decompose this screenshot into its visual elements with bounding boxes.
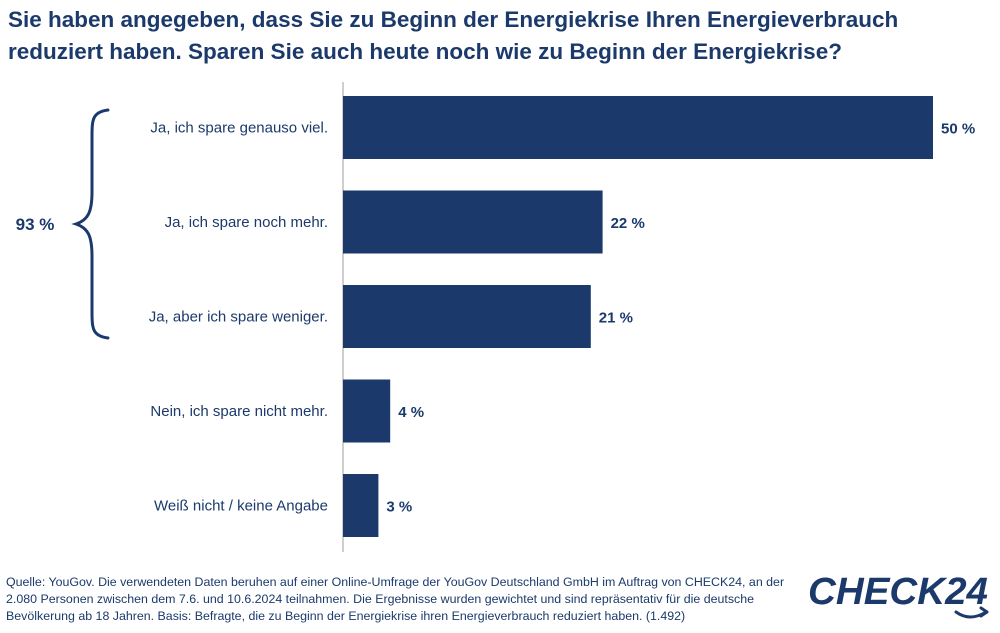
category-label-5: Weiß nicht / keine Angabe — [154, 498, 328, 515]
bar-chart: 93 % Ja, ich spare genauso viel. 50 %Ja, … — [16, 82, 975, 552]
bar-1 — [343, 96, 933, 159]
category-label-2: Ja, ich spare noch mehr. — [165, 214, 328, 231]
bar-4 — [343, 379, 391, 443]
group-brace — [71, 108, 110, 340]
bars-group: Ja, ich spare genauso viel. 50 % Ja, ich s… — [149, 96, 975, 537]
bar-2 — [343, 190, 603, 254]
value-label-2: 22 % — [611, 215, 645, 232]
source-note: Quelle: YouGov. Die verwendeten Daten be… — [6, 575, 785, 623]
check24-logo: CHECK24 — [808, 571, 989, 619]
value-label-3: 21 % — [599, 310, 633, 327]
svg-text:CHECK24: CHECK24 — [808, 571, 988, 613]
value-label-1: 50 % — [941, 121, 975, 138]
bar-3 — [343, 285, 591, 348]
group-total-label: 93 % — [16, 215, 55, 234]
value-label-4: 4 % — [398, 404, 424, 421]
chart-title: Sie haben angegeben, dass Sie zu Beginn … — [8, 7, 899, 64]
category-label-1: Ja, ich spare genauso viel. — [150, 120, 328, 137]
category-label-4: Nein, ich spare nicht mehr. — [150, 403, 328, 420]
category-label-3: Ja, aber ich spare weniger. — [149, 309, 328, 326]
value-label-5: 3 % — [386, 499, 412, 516]
bar-5 — [343, 474, 379, 537]
